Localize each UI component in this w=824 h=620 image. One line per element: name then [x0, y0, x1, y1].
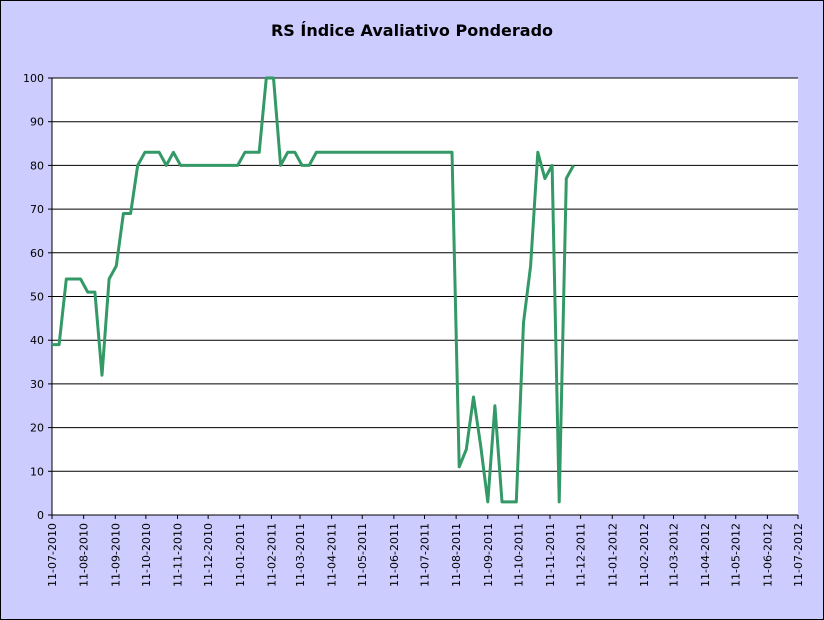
- x-tick-label: 11-07-2010: [46, 523, 59, 587]
- y-tick-label: 10: [30, 465, 44, 478]
- x-tick-label: 11-11-2010: [172, 523, 185, 587]
- x-tick-label: 11-09-2011: [482, 523, 495, 587]
- x-tick-label: 11-04-2011: [326, 523, 339, 587]
- y-tick-label: 30: [30, 378, 44, 391]
- series-line: [52, 76, 575, 504]
- y-tick-label: 90: [30, 116, 44, 129]
- x-tick-label: 11-05-2011: [356, 523, 369, 587]
- x-tick-label: 11-12-2010: [202, 523, 215, 587]
- y-tick-label: 100: [23, 72, 44, 85]
- y-tick-label: 20: [30, 422, 44, 435]
- x-tick-label: 11-01-2011: [234, 523, 247, 587]
- y-tick-label: 60: [30, 247, 44, 260]
- x-tick-label: 11-10-2011: [512, 523, 525, 587]
- x-tick-label: 11-02-2012: [638, 523, 651, 587]
- x-tick-label: 11-12-2011: [575, 523, 588, 587]
- y-tick-label: 0: [37, 509, 44, 522]
- y-tick-label: 50: [30, 291, 44, 304]
- y-tick-label: 80: [30, 159, 44, 172]
- x-tick-label: 11-07-2012: [792, 523, 805, 587]
- x-tick-label: 11-01-2012: [606, 523, 619, 587]
- x-tick-label: 11-03-2011: [294, 523, 307, 587]
- x-tick-label: 11-10-2010: [140, 523, 153, 587]
- x-tick-label: 11-08-2010: [78, 523, 91, 587]
- y-tick-label: 70: [30, 203, 44, 216]
- x-tick-label: 11-05-2012: [730, 523, 743, 587]
- x-tick-label: 11-06-2011: [388, 523, 401, 587]
- x-tick-label: 11-07-2011: [418, 523, 431, 587]
- x-tick-label: 11-04-2012: [699, 523, 712, 587]
- x-tick-label: 11-02-2011: [265, 523, 278, 587]
- x-tick-label: 11-09-2010: [109, 523, 122, 587]
- y-tick-label: 40: [30, 334, 44, 347]
- chart-title: RS Índice Avaliativo Ponderado: [270, 21, 554, 40]
- x-tick-label: 11-11-2011: [544, 523, 557, 587]
- x-tick-label: 11-06-2012: [761, 523, 774, 587]
- x-tick-label: 11-03-2012: [667, 523, 680, 587]
- x-tick-label: 11-08-2011: [450, 523, 463, 587]
